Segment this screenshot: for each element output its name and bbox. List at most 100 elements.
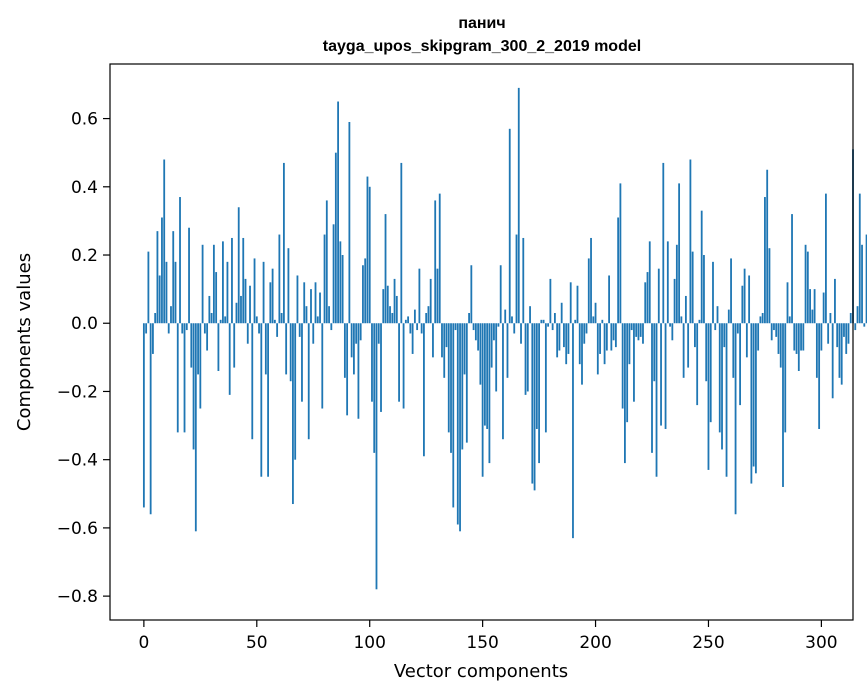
bar-140 xyxy=(459,323,461,532)
bar-165 xyxy=(515,234,518,324)
bar-156 xyxy=(495,323,498,392)
bar-306 xyxy=(834,278,836,324)
bar-216 xyxy=(630,323,633,331)
bar-107 xyxy=(384,214,387,324)
bar-298 xyxy=(815,323,818,378)
bar-167 xyxy=(520,323,522,344)
bar-182 xyxy=(553,313,556,324)
bar-319 xyxy=(863,323,866,327)
bar-94 xyxy=(355,323,358,344)
bar-95 xyxy=(357,323,360,419)
bar-99 xyxy=(366,176,369,324)
bar-244 xyxy=(694,323,696,348)
bar-33 xyxy=(217,323,220,371)
bar-52 xyxy=(260,323,263,477)
bar-115 xyxy=(402,323,405,409)
bar-36 xyxy=(224,316,227,324)
bar-73 xyxy=(307,323,310,440)
bar-65 xyxy=(289,323,292,382)
bar-220 xyxy=(639,323,642,337)
bar-309 xyxy=(840,323,843,385)
bar-186 xyxy=(563,323,565,348)
bar-242 xyxy=(689,159,692,324)
bar-209 xyxy=(614,323,617,348)
bar-302 xyxy=(825,193,827,324)
bar-262 xyxy=(734,323,737,515)
bar-218 xyxy=(635,323,638,337)
bar-128 xyxy=(432,323,434,358)
bar-102 xyxy=(373,323,376,453)
bar-54 xyxy=(264,323,267,375)
bar-246 xyxy=(698,319,701,324)
bar-27 xyxy=(203,323,206,334)
bar-315 xyxy=(854,323,857,331)
bar-134 xyxy=(445,323,448,348)
bar-280 xyxy=(775,323,778,337)
bar-2 xyxy=(147,251,150,324)
bar-155 xyxy=(493,323,495,341)
bar-274 xyxy=(761,313,764,324)
bar-100 xyxy=(368,186,371,324)
bar-193 xyxy=(578,323,581,365)
bar-71 xyxy=(303,282,306,324)
bar-4 xyxy=(152,323,154,354)
bar-316 xyxy=(856,306,859,324)
bar-263 xyxy=(736,323,739,334)
bar-207 xyxy=(610,323,613,351)
bar-111 xyxy=(393,278,396,324)
bar-269 xyxy=(750,323,753,484)
bar-312 xyxy=(847,323,850,344)
bar-253 xyxy=(714,323,717,331)
bar-308 xyxy=(838,323,841,378)
bar-106 xyxy=(382,289,385,324)
bar-138 xyxy=(454,323,457,331)
bar-191 xyxy=(574,319,577,324)
bar-9 xyxy=(163,159,166,324)
bar-17 xyxy=(181,323,184,334)
bar-249 xyxy=(705,323,708,382)
bar-42 xyxy=(237,207,240,324)
bar-25 xyxy=(199,323,202,409)
bar-15 xyxy=(176,323,179,433)
bar-184 xyxy=(558,323,561,351)
x-tick-label-4: 200 xyxy=(579,633,611,653)
bar-201 xyxy=(596,323,599,375)
bar-233 xyxy=(669,323,671,327)
bar-288 xyxy=(793,323,796,351)
bar-144 xyxy=(468,313,470,324)
bar-72 xyxy=(305,306,308,324)
bar-261 xyxy=(732,323,735,378)
bar-276 xyxy=(766,169,769,324)
bar-217 xyxy=(633,323,635,402)
bar-12 xyxy=(170,306,172,324)
bar-105 xyxy=(380,323,382,412)
bar-210 xyxy=(617,217,620,324)
bar-273 xyxy=(759,316,762,324)
bar-87 xyxy=(339,241,342,324)
bar-66 xyxy=(292,323,294,505)
bar-162 xyxy=(508,128,511,324)
bar-0 xyxy=(142,323,145,508)
bar-289 xyxy=(795,323,798,354)
bar-126 xyxy=(427,306,430,324)
bar-158 xyxy=(499,265,502,324)
bar-61 xyxy=(280,313,283,324)
bar-70 xyxy=(301,323,303,402)
bar-132 xyxy=(441,323,443,358)
bar-157 xyxy=(497,323,500,327)
bar-179 xyxy=(547,323,550,327)
bar-3 xyxy=(149,323,152,515)
bar-159 xyxy=(502,323,504,440)
bar-271 xyxy=(754,323,757,474)
bar-152 xyxy=(486,323,489,429)
bar-311 xyxy=(845,323,848,354)
bar-255 xyxy=(718,323,721,433)
bar-180 xyxy=(549,278,552,324)
bar-189 xyxy=(569,282,572,324)
bar-300 xyxy=(820,323,823,351)
bar-293 xyxy=(804,244,807,324)
bar-247 xyxy=(700,210,703,324)
bar-114 xyxy=(400,162,403,324)
bar-268 xyxy=(748,275,751,324)
bar-301 xyxy=(822,292,825,324)
